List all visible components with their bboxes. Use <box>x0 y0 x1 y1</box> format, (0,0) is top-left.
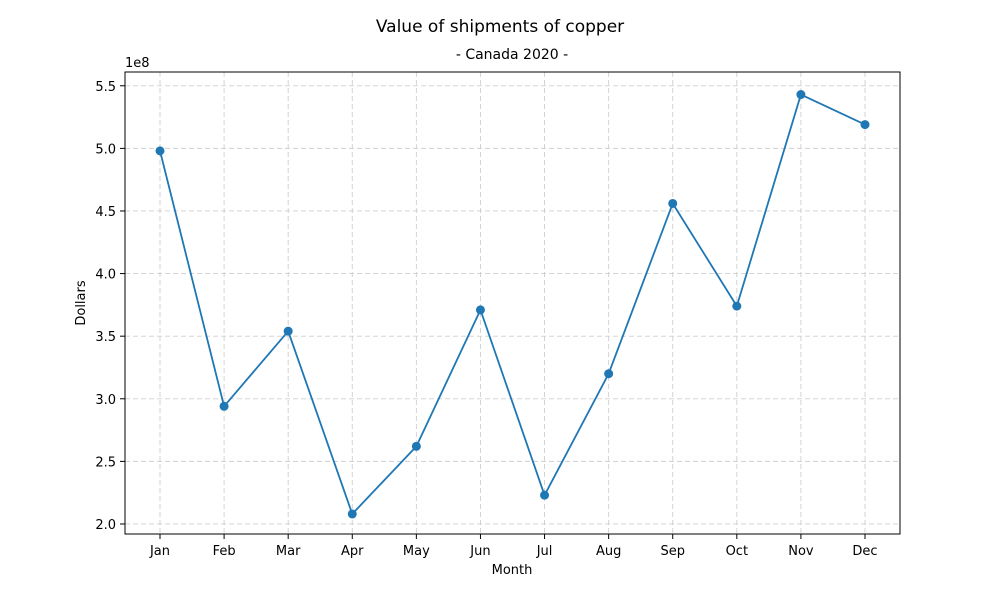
x-tick-label: Feb <box>213 544 236 559</box>
y-axis-label: Dollars <box>74 280 89 325</box>
y-tick-label: 4.0 <box>95 268 116 283</box>
x-tick-label: Jun <box>469 544 490 559</box>
y-tick-label: 4.5 <box>95 205 116 220</box>
series-layer <box>155 90 870 519</box>
data-point <box>796 90 806 100</box>
axis-ticks: Jan Feb Mar Apr May Jun Jul Aug Sep Oct Nov Dec 2.0 2… <box>95 80 877 559</box>
data-point <box>604 369 614 379</box>
y-tick-label: 2.0 <box>95 518 116 533</box>
y-tick-label: 5.5 <box>95 80 116 95</box>
x-tick-label: Mar <box>276 544 301 559</box>
x-tick-label: Jan <box>149 544 170 559</box>
data-point <box>219 401 229 411</box>
y-tick-label: 3.5 <box>95 330 116 345</box>
data-point <box>668 198 678 208</box>
data-point <box>347 509 357 519</box>
data-point <box>155 146 165 156</box>
y-tick-label: 5.0 <box>95 142 116 157</box>
y-tick-label: 2.5 <box>95 455 116 470</box>
x-tick-label: Oct <box>726 544 748 559</box>
grid <box>125 72 900 534</box>
x-tick-label: May <box>403 544 430 559</box>
series-line <box>159 93 866 515</box>
x-tick-label: Nov <box>788 544 814 559</box>
chart-title: Value of shipments of copper <box>376 17 624 37</box>
data-point <box>540 490 550 500</box>
chart-subtitle: - Canada 2020 - <box>456 47 568 63</box>
x-tick-label: Apr <box>341 544 364 559</box>
data-point <box>860 120 870 130</box>
x-axis-label: Month <box>492 563 533 578</box>
data-point <box>475 305 485 315</box>
data-point <box>732 301 742 311</box>
plot-area-frame <box>124 71 901 535</box>
x-tick-label: Aug <box>596 544 621 559</box>
y-offset-label: 1e8 <box>125 56 150 71</box>
x-tick-label: Dec <box>852 544 877 559</box>
x-tick-label: Jul <box>536 544 553 559</box>
y-tick-label: 3.0 <box>95 393 116 408</box>
data-point <box>283 326 293 336</box>
data-point <box>411 441 421 451</box>
x-tick-label: Sep <box>660 544 685 559</box>
